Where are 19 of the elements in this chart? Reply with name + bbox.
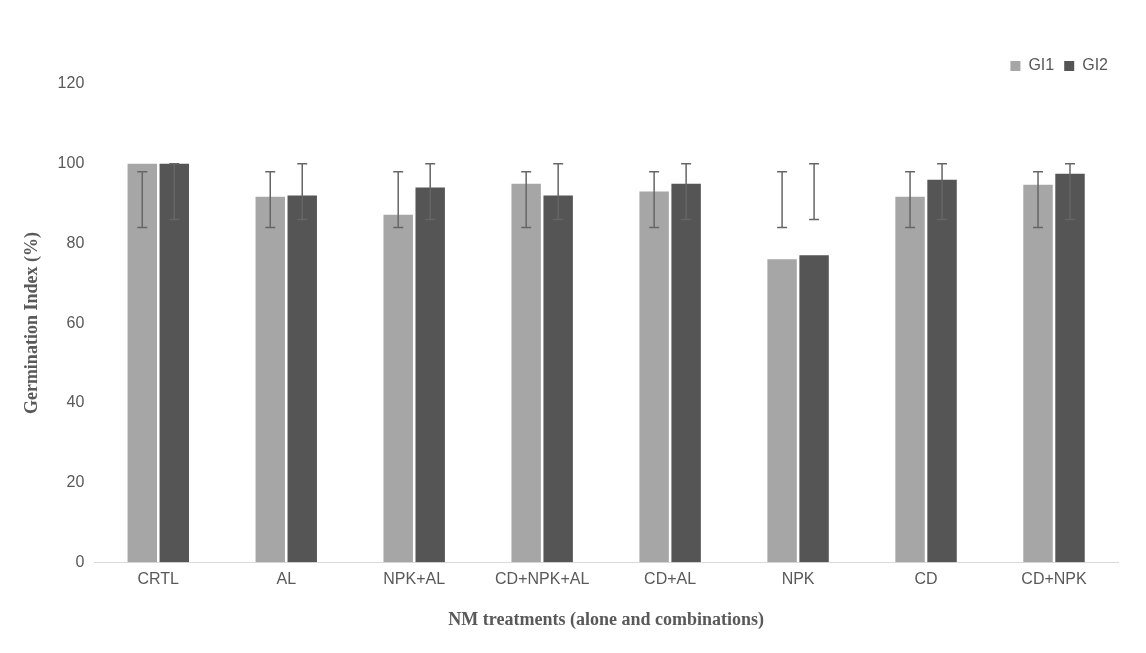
x-tick-label: CD — [914, 570, 938, 588]
legend-label: GI2 — [1082, 56, 1109, 74]
x-tick-label: CD+NPK+AL — [495, 570, 590, 588]
y-tick-label: 80 — [66, 233, 85, 251]
y-tick-label: 40 — [66, 393, 85, 411]
y-tick-label: 0 — [75, 552, 85, 570]
x-axis-title: NM treatments (alone and combinations) — [448, 608, 764, 630]
y-tick-label: 20 — [66, 472, 85, 490]
x-tick-label: NPK — [781, 570, 815, 588]
x-tick-label: NPK+AL — [383, 570, 446, 588]
y-tick-label: 120 — [57, 74, 85, 92]
x-tick-label: AL — [276, 570, 297, 588]
x-tick-label: CD+AL — [644, 570, 697, 588]
y-axis-title: Germination Index (%) — [21, 232, 43, 415]
y-tick-label: 60 — [66, 313, 85, 331]
x-tick-label: CRTL — [137, 570, 180, 588]
y-tick-label: 100 — [57, 154, 85, 172]
x-tick-label: CD+NPK — [1021, 570, 1088, 588]
legend-label: GI1 — [1028, 56, 1055, 74]
